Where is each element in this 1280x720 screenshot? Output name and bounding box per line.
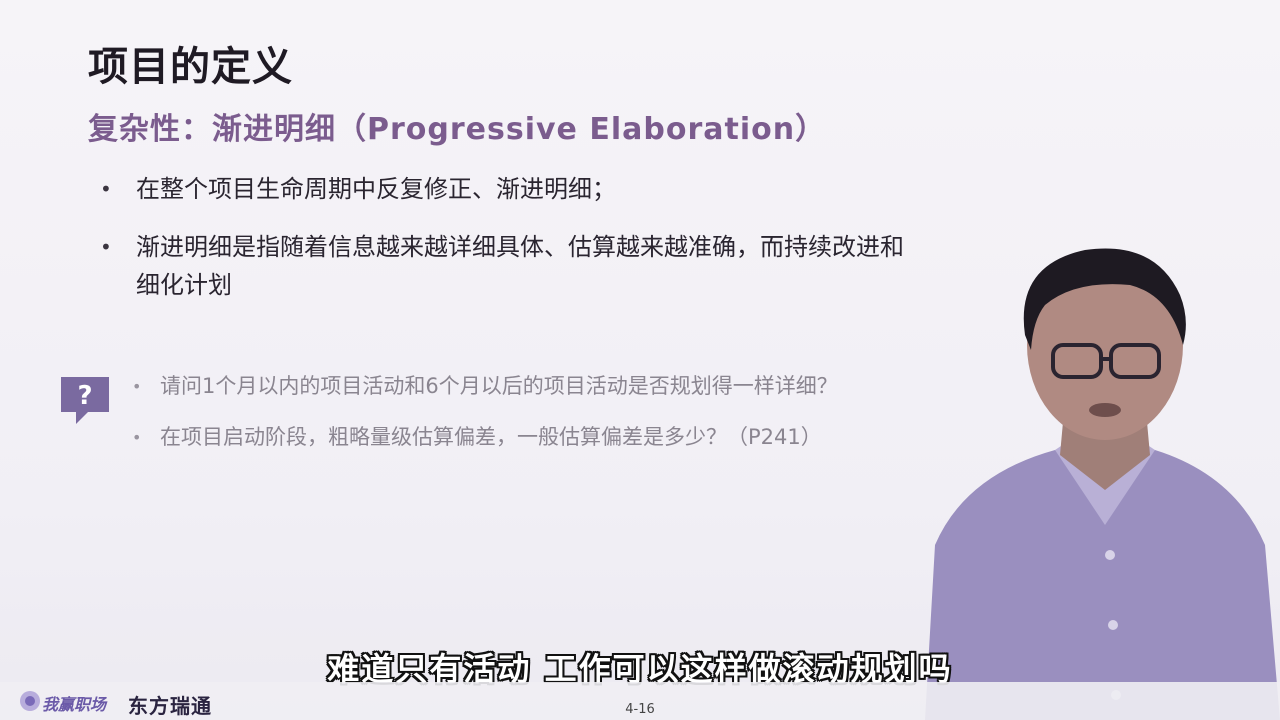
bullet-list: • 在整个项目生命周期中反复修正、渐进明细； • 渐进明细是指随着信息越来越详细… [100,170,920,304]
page-number: 4-16 [625,702,655,717]
company-logo-icon [20,691,40,711]
bullet-marker: • [100,235,112,259]
svg-text:?: ? [77,381,92,411]
bullet-item: • 在整个项目生命周期中反复修正、渐进明细； [100,170,920,208]
logo-text-left: 我赢职场 [42,695,107,714]
question-item: • 在项目启动阶段，粗略量级估算偏差，一般估算偏差是多少？（P241） [132,421,852,454]
question-bubble-icon: ? [61,377,109,424]
slide-subtitle: 复杂性：渐进明细（Progressive Elaboration） [88,112,827,147]
page-title: 项目的定义 [88,44,293,90]
bullet-text: 在整个项目生命周期中反复修正、渐进明细； [136,175,616,203]
question-text: 在项目启动阶段，粗略量级估算偏差，一般估算偏差是多少？（P241） [160,425,822,449]
logo-text-right: 东方瑞通 [128,694,212,718]
video-caption: 难道只有活动 工作可以这样做滚动规划吗 [327,650,953,688]
question-list: • 请问1个月以内的项目活动和6个月以后的项目活动是否规划得一样详细？ • 在项… [132,370,852,454]
presenter-video [925,248,1280,720]
question-marker: • [132,428,142,447]
question-text: 请问1个月以内的项目活动和6个月以后的项目活动是否规划得一样详细？ [160,374,838,398]
bullet-marker: • [100,177,112,201]
question-item: • 请问1个月以内的项目活动和6个月以后的项目活动是否规划得一样详细？ [132,370,852,403]
footer-bar [0,682,1280,720]
question-marker: • [132,377,142,396]
bullet-item: • 渐进明细是指随着信息越来越详细具体、估算越来越准确，而持续改进和细化计划 [100,228,920,304]
bullet-text: 渐进明细是指随着信息越来越详细具体、估算越来越准确，而持续改进和细化计划 [136,233,904,299]
